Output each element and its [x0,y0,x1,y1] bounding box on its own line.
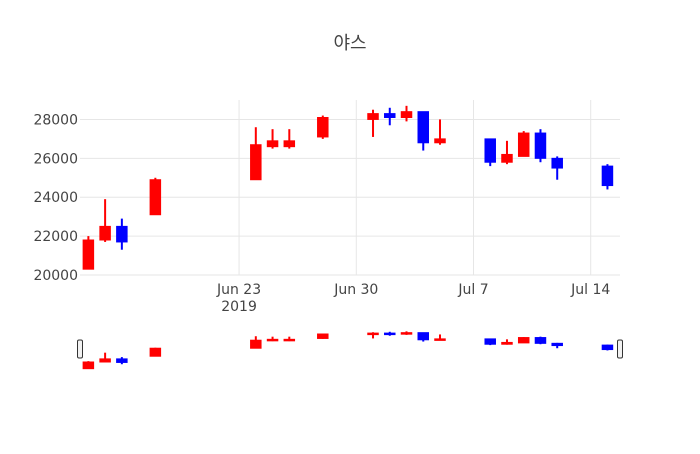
range-slider[interactable] [77,331,623,370]
slider-candle-body [484,338,496,345]
candle[interactable] [149,177,162,216]
candle-body [484,138,496,163]
x-tick-label: Jun 30 [333,282,378,298]
slider-candle [116,357,128,365]
candle-body [317,117,329,138]
candle-body [400,111,413,118]
slider-candle-body [116,358,128,363]
candle[interactable] [551,156,563,180]
slider-candle [484,338,496,346]
candle[interactable] [384,107,396,126]
slider-handle-right[interactable] [617,339,623,359]
candle[interactable] [534,129,547,163]
x-tick-label: Jul 14 [570,282,610,298]
candle-body [367,113,379,120]
slider-candle [517,337,530,344]
slider-candle [99,352,111,363]
candle-body [99,225,111,241]
chart-title: 야스 [333,33,366,54]
slider-handle-left[interactable] [77,339,83,359]
slider-candle-body [99,358,111,363]
slider-candle [149,347,162,357]
slider-candle-body [400,332,413,335]
slider-candle-body [501,341,513,345]
grid [80,100,620,276]
slider-candle-body [384,332,396,336]
x-tick-label: Jun 23 [216,282,261,298]
candle[interactable] [517,131,530,157]
slider-candle-body [367,332,379,336]
candle[interactable] [400,105,413,122]
candle-body [517,132,530,157]
slider-candle-body [283,338,296,342]
candles[interactable] [82,105,614,270]
candle[interactable] [82,236,95,270]
candle[interactable] [283,129,296,149]
candle[interactable] [367,109,379,137]
slider-candle-body [317,333,329,339]
y-tick-label: 24000 [33,190,78,206]
x-tick-label: Jul 7 [457,282,488,298]
slider-candle-body [149,347,162,357]
candle[interactable] [99,199,111,242]
slider-candle [551,342,563,349]
y-tick-label: 26000 [33,151,78,167]
slider-candle-body [250,339,262,349]
slider-candle-body [266,338,279,342]
slider-candle [384,331,396,336]
slider-candle-body [551,342,563,347]
axes: 20000 22000 24000 26000 28000 Jun 23 Jun 30 Jul… [33,112,610,315]
candle[interactable] [116,218,128,250]
candle[interactable] [317,115,329,139]
candle-body [417,111,430,144]
candle-body [601,165,614,187]
candle-body [551,157,563,169]
x-year-label: 2019 [221,299,257,315]
slider-candle-body [82,361,95,370]
slider-candle [434,334,446,341]
slider-candle [283,336,296,342]
slider-candle-body [534,337,547,344]
candle[interactable] [266,129,279,149]
candle[interactable] [484,138,496,167]
y-tick-label: 22000 [33,229,78,245]
slider-candle [82,361,95,370]
slider-candle [400,331,413,335]
slider-candle [317,333,329,339]
candle-body [434,138,446,144]
candle-body [250,144,262,181]
slider-candle [266,336,279,342]
slider-candle-body [601,344,614,351]
candle-body [266,140,279,148]
slider-candle [417,332,430,342]
candle[interactable] [417,111,430,151]
candle-body [501,153,513,163]
slider-candle-body [434,338,446,341]
y-tick-label: 20000 [33,268,78,284]
candle-body [82,239,95,270]
candle-body [116,225,128,243]
slider-candle-body [417,332,430,341]
candle-body [149,179,162,216]
candle[interactable] [601,164,614,190]
slider-candle [250,336,262,349]
candle[interactable] [250,127,262,181]
slider-candle-body [517,337,530,344]
candle-body [283,140,296,148]
slider-candle [367,332,379,339]
candle[interactable] [434,119,446,145]
candle[interactable] [501,140,513,165]
slider-candle [501,339,513,345]
candle-body [384,113,396,119]
y-tick-label: 28000 [33,112,78,128]
candle-body [534,132,547,159]
slider-candle [601,344,614,351]
slider-candle [534,336,547,345]
